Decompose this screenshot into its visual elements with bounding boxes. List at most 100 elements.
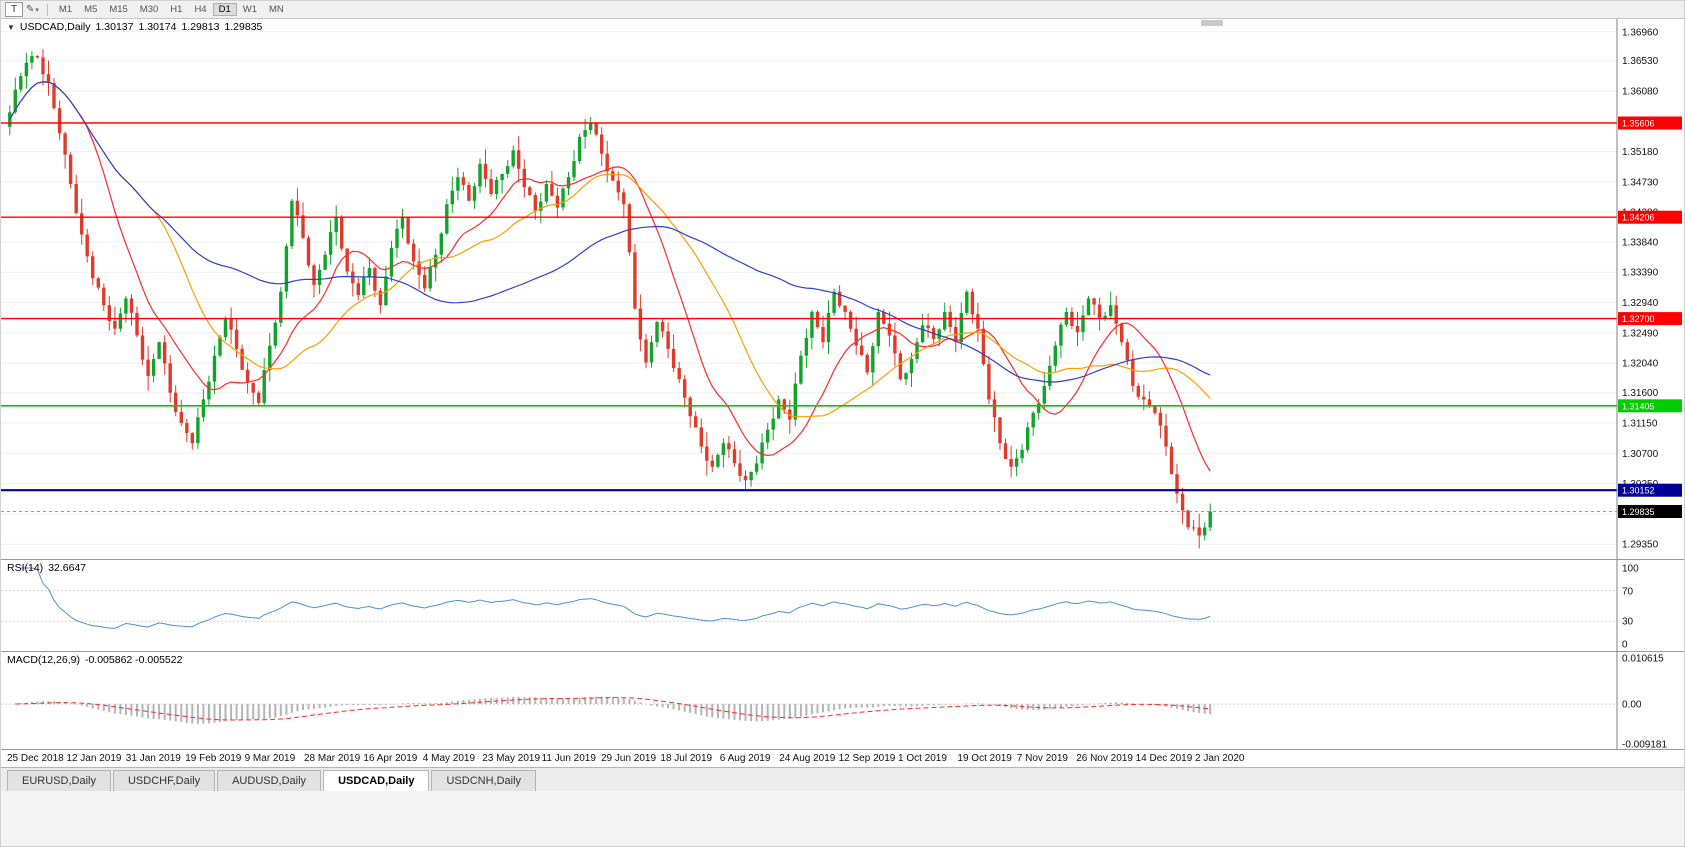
level-price-badge (1618, 399, 1682, 413)
rsi-indicator-panel[interactable]: 100 70 30 0 RSI(14) 32.6647 (1, 559, 1685, 652)
macd-tick-label: 0.00 (1622, 700, 1642, 711)
chart-tab-eurusd[interactable]: EURUSD,Daily (7, 770, 111, 791)
date-tick-label: 12 Sep 2019 (838, 753, 896, 764)
date-tick-label: 19 Oct 2019 (957, 753, 1012, 764)
price-tick-label: 1.33840 (1622, 237, 1659, 248)
svg-text:1.30152: 1.30152 (1622, 486, 1655, 496)
price-tick-label: 1.36080 (1622, 87, 1659, 98)
rsi-label: RSI(14) (7, 562, 44, 574)
rsi-tick-label: 30 (1622, 617, 1634, 628)
timeframe-button-d1[interactable]: D1 (212, 3, 237, 16)
price-tick-label: 1.36530 (1622, 56, 1659, 67)
price-tick-label: 1.32490 (1622, 328, 1659, 339)
price-tick-label: 1.31600 (1622, 388, 1659, 399)
price-chart-canvas[interactable]: 1.369601.365301.360801.356301.351801.347… (1, 19, 1685, 559)
chart-ohlc-header: ▼ USDCAD,Daily 1.30137 1.30174 1.29813 1… (7, 21, 262, 33)
svg-text:1.35606: 1.35606 (1622, 119, 1655, 129)
price-tick-label: 1.32040 (1622, 359, 1659, 370)
svg-text:1.31405: 1.31405 (1622, 401, 1655, 411)
svg-text:1.32700: 1.32700 (1622, 314, 1655, 324)
level-price-badge (1618, 312, 1682, 326)
date-tick-label: 12 Jan 2019 (66, 753, 122, 764)
macd-signal-line (15, 697, 1211, 721)
timeframe-button-w1[interactable]: W1 (242, 4, 257, 15)
templates-icon: T (10, 4, 18, 15)
chart-tab-bar: EURUSD,Daily USDCHF,Daily AUDUSD,Daily USDC… (1, 767, 1684, 791)
date-tick-label: 16 Apr 2019 (363, 753, 418, 764)
macd-label: MACD(12,26,9) (7, 654, 80, 666)
price-tick-label: 1.36960 (1622, 27, 1659, 38)
svg-text:1.29835: 1.29835 (1622, 507, 1655, 517)
timeframe-button-m30[interactable]: M30 (139, 4, 159, 15)
top-toolbar: T ✎ ▾ M1 M5 M15 M30 H1 H4 D1 W1 MN (1, 1, 1684, 19)
date-tick-label: 29 Jun 2019 (601, 753, 657, 764)
date-tick-label: 26 Nov 2019 (1076, 753, 1133, 764)
macd-histogram (8, 696, 1212, 724)
rsi-header: RSI(14) 32.6647 (7, 562, 86, 574)
timeframe-button-m5[interactable]: M5 (84, 4, 98, 15)
price-tick-label: 1.35180 (1622, 147, 1659, 158)
date-tick-label: 6 Aug 2019 (719, 753, 771, 764)
date-tick-label: 2 Jan 2020 (1195, 753, 1245, 764)
price-tick-label: 1.30700 (1622, 449, 1659, 460)
toolbar-separator (46, 3, 48, 16)
chart-symbol-label: USDCAD,Daily (19, 21, 91, 33)
price-tick-label: 1.32940 (1622, 298, 1659, 309)
svg-text:1.34206: 1.34206 (1622, 213, 1655, 223)
rsi-canvas[interactable]: 100 70 30 0 (1, 560, 1685, 652)
macd-tick-label: 0.010615 (1622, 654, 1664, 665)
date-tick-label: 1 Oct 2019 (898, 753, 947, 764)
drawing-tool-button[interactable]: ✎ ▾ (23, 2, 42, 17)
macd-tick-label: -0.009181 (1622, 740, 1667, 751)
chart-tab-usdchf[interactable]: USDCHF,Daily (112, 770, 216, 791)
rsi-tick-label: 70 (1622, 586, 1634, 597)
current-price-badge (1618, 505, 1682, 518)
timeframe-button-h1[interactable]: H1 (170, 4, 183, 15)
timeframe-button-mn[interactable]: MN (269, 4, 284, 15)
chart-tab-usdcad[interactable]: USDCAD,Daily (323, 770, 430, 791)
templates-button[interactable]: T (5, 2, 23, 17)
date-tick-label: 24 Aug 2019 (779, 753, 836, 764)
macd-indicator-panel[interactable]: 0.010615 0.00 -0.009181 MACD(12,26,9) -0.0… (1, 651, 1685, 750)
chevron-down-icon: ▾ (35, 6, 39, 14)
timeframe-button-h4[interactable]: H4 (194, 4, 207, 15)
ohlc-open: 1.30137 (95, 21, 134, 33)
ohlc-high: 1.30174 (138, 21, 177, 33)
date-tick-label: 11 Jun 2019 (541, 753, 596, 764)
rsi-value: 32.6647 (48, 562, 87, 574)
date-tick-label: 14 Dec 2019 (1135, 753, 1193, 764)
macd-values: -0.005862 -0.005522 (84, 654, 183, 666)
collapse-arrow-icon[interactable]: ▼ (7, 22, 15, 32)
date-tick-label: 31 Jan 2019 (125, 753, 181, 764)
time-axis[interactable]: 25 Dec 2018 12 Jan 2019 31 Jan 2019 19 Feb … (1, 749, 1684, 767)
footer-space (1, 791, 1684, 846)
rsi-line (20, 567, 1211, 629)
ohlc-close: 1.29835 (224, 21, 263, 33)
pointer-icon: ✎ (26, 4, 35, 15)
ma-slow-line (9, 81, 1211, 383)
date-tick-label: 7 Nov 2019 (1016, 753, 1068, 764)
level-price-badge (1618, 210, 1682, 224)
price-tick-label: 1.34730 (1622, 177, 1659, 188)
ohlc-low: 1.29813 (181, 21, 220, 33)
date-tick-label: 28 Mar 2019 (304, 753, 361, 764)
chart-tab-audusd[interactable]: AUDUSD,Daily (217, 770, 322, 791)
macd-canvas[interactable]: 0.010615 0.00 -0.009181 (1, 652, 1685, 750)
price-tick-label: 1.29350 (1622, 540, 1659, 551)
timeframe-button-m15[interactable]: M15 (109, 4, 128, 15)
date-tick-label: 9 Mar 2019 (244, 753, 296, 764)
date-tick-label: 18 Jul 2019 (660, 753, 713, 764)
macd-header: MACD(12,26,9) -0.005862 -0.005522 (7, 654, 182, 666)
ma-medium-line (9, 81, 1211, 418)
level-price-badge (1618, 116, 1682, 130)
date-tick-label: 25 Dec 2018 (7, 753, 64, 764)
price-chart-panel[interactable]: 1.369601.365301.360801.356301.351801.347… (1, 19, 1684, 559)
timeframe-button-m1[interactable]: M1 (58, 4, 73, 15)
ma-fast-line (9, 81, 1211, 472)
date-tick-label: 19 Feb 2019 (185, 753, 242, 764)
price-tick-label: 1.33390 (1622, 268, 1659, 279)
date-tick-label: 4 May 2019 (422, 753, 476, 764)
scrollbar-thumb[interactable] (1201, 20, 1223, 26)
chart-tab-usdcnh[interactable]: USDCNH,Daily (431, 770, 537, 791)
